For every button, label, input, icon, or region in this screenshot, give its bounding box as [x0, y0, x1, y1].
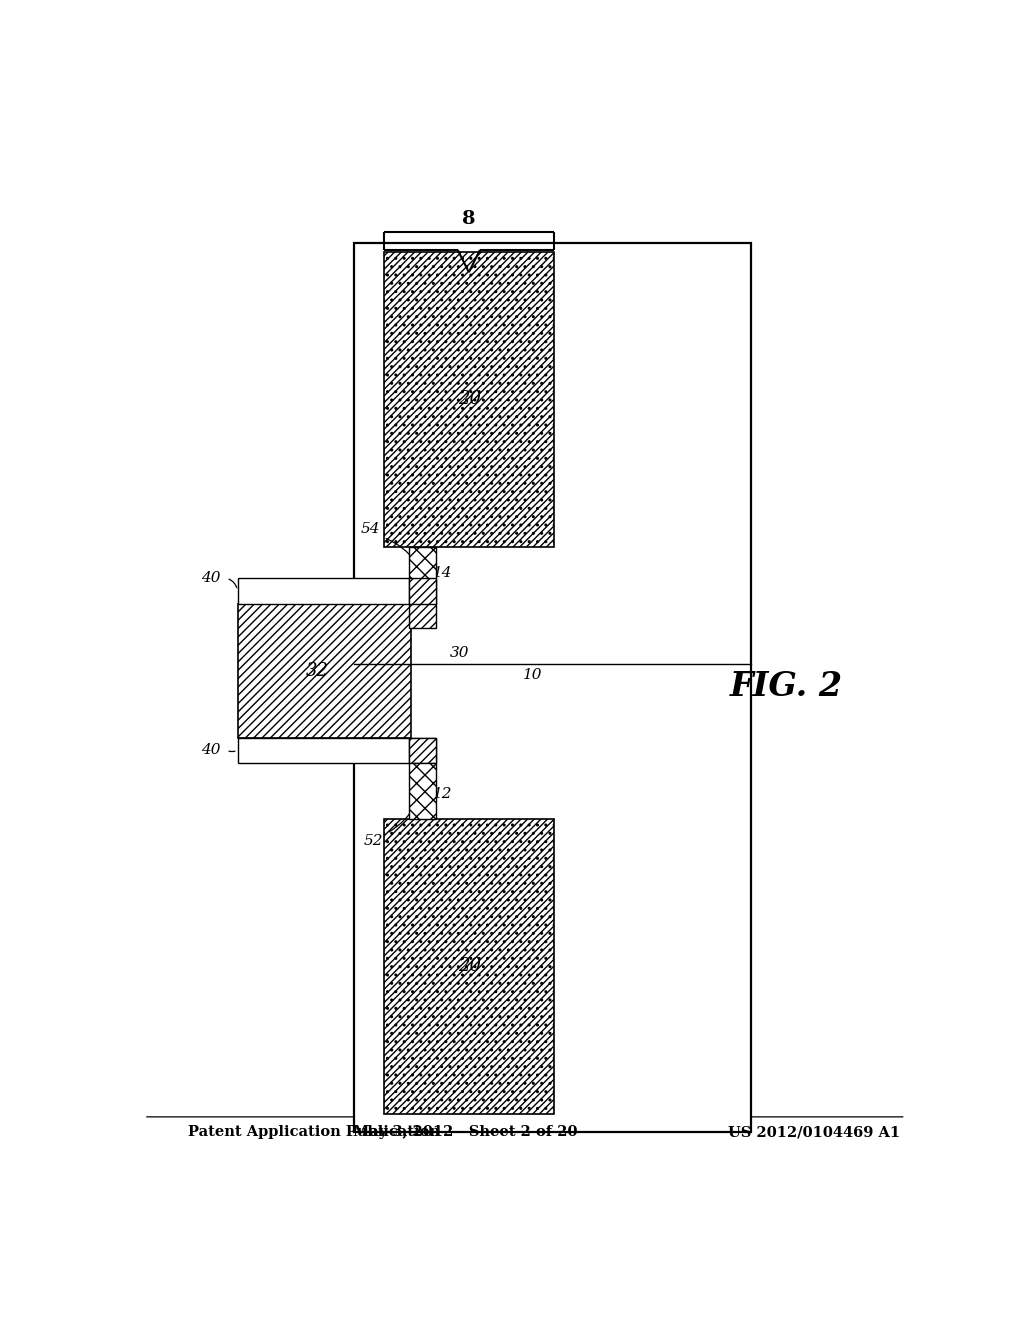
Bar — [409, 578, 436, 603]
Text: 32: 32 — [305, 661, 329, 680]
Text: 14: 14 — [432, 566, 452, 579]
Text: 8: 8 — [463, 210, 476, 228]
Text: 52: 52 — [365, 834, 384, 849]
Text: 10: 10 — [523, 668, 543, 681]
Text: 54: 54 — [360, 523, 380, 536]
Bar — [409, 763, 436, 818]
Bar — [409, 602, 436, 628]
Text: 20: 20 — [458, 391, 480, 408]
Bar — [238, 738, 411, 763]
Bar — [238, 603, 411, 738]
Text: 30: 30 — [450, 647, 469, 660]
Text: 40: 40 — [201, 743, 220, 756]
Text: Patent Application Publication: Patent Application Publication — [187, 1125, 439, 1139]
Text: FIG. 2: FIG. 2 — [730, 671, 843, 704]
Text: May 3, 2012   Sheet 2 of 20: May 3, 2012 Sheet 2 of 20 — [353, 1125, 578, 1139]
Bar — [409, 738, 436, 763]
Bar — [384, 818, 554, 1114]
Bar — [384, 818, 554, 1114]
Text: 40: 40 — [201, 572, 220, 585]
Bar — [238, 578, 411, 603]
Bar — [409, 738, 436, 763]
Bar — [384, 252, 554, 546]
Text: 20: 20 — [458, 957, 480, 975]
Bar — [354, 243, 751, 1133]
Text: US 2012/0104469 A1: US 2012/0104469 A1 — [728, 1125, 900, 1139]
Bar — [384, 252, 554, 546]
Text: 12: 12 — [432, 787, 452, 801]
Bar — [409, 546, 436, 602]
